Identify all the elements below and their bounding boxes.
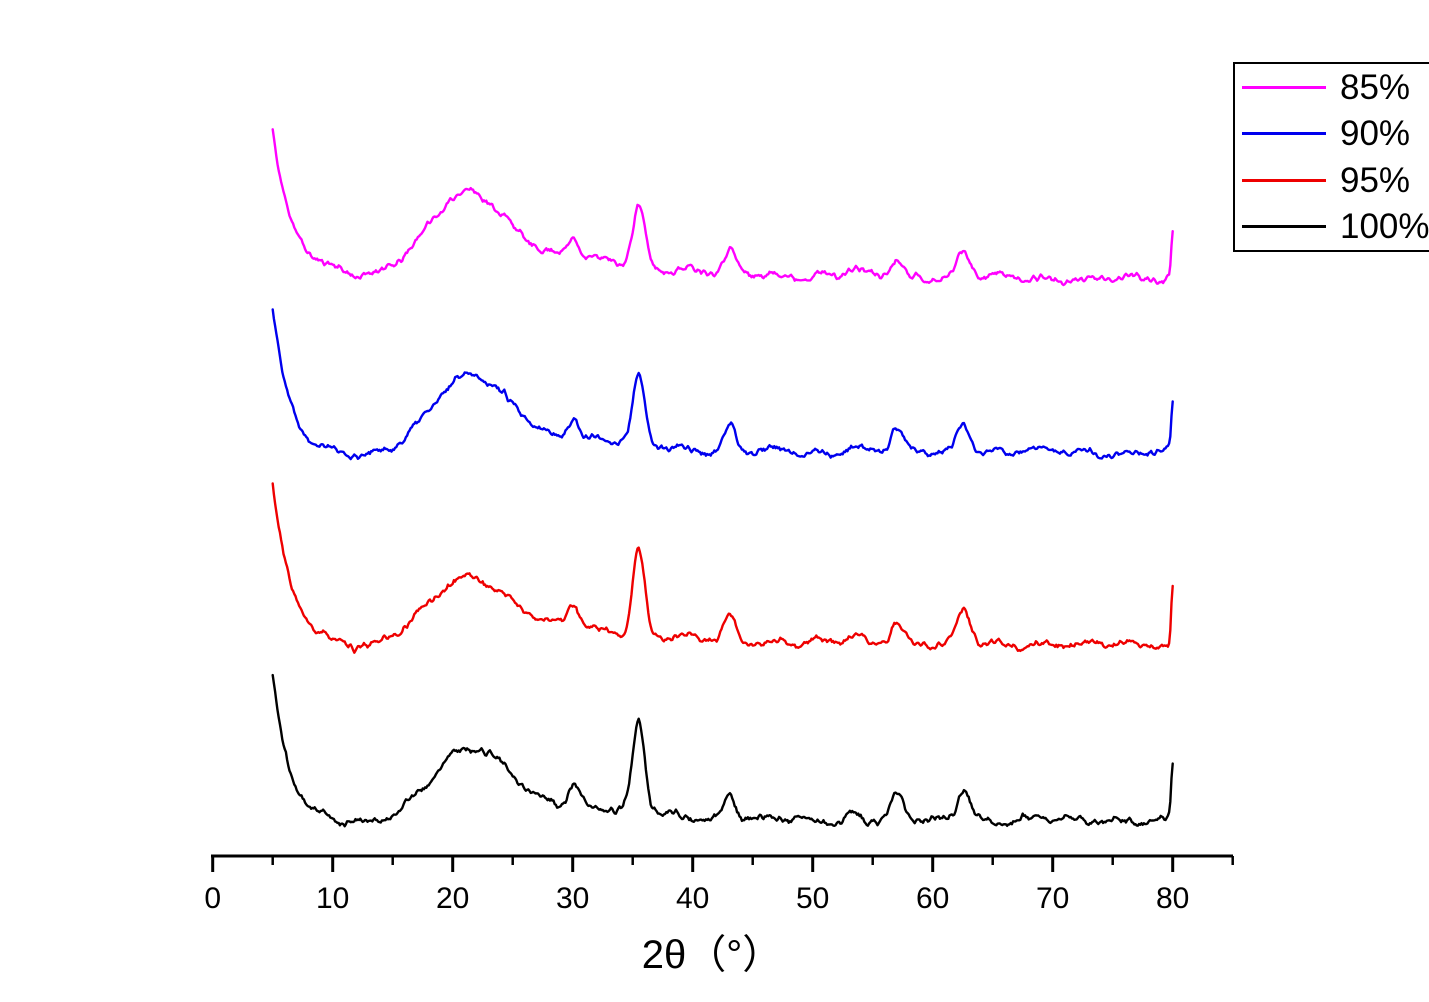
x-tick-label: 0	[204, 882, 221, 915]
x-tick-label: 70	[1036, 882, 1069, 915]
legend-entry: 90%	[1235, 111, 1429, 157]
x-axis-tick-labels: 0 10 20 30 40 50 60 70 80	[204, 882, 1189, 915]
legend-label: 85%	[1340, 67, 1411, 107]
x-tick-label: 40	[676, 882, 709, 915]
legend-entry: 100%	[1235, 204, 1429, 250]
xrd-curve-100%	[271, 673, 1174, 828]
x-axis-title: 2θ（°）	[642, 933, 783, 977]
legend-line-swatch	[1242, 85, 1326, 89]
legend-label: 90%	[1340, 114, 1411, 154]
x-tick-label: 30	[556, 882, 589, 915]
legend-label: 95%	[1340, 160, 1411, 200]
legend-entry: 85%	[1235, 64, 1429, 110]
x-tick-label: 20	[436, 882, 469, 915]
x-tick-label: 80	[1156, 882, 1189, 915]
x-tick-label: 10	[316, 882, 349, 915]
xrd-curve-85%	[271, 128, 1174, 287]
curves	[271, 128, 1174, 828]
xrd-curve-90%	[271, 308, 1174, 461]
xrd-curve-95%	[271, 482, 1174, 654]
legend-entry: 95%	[1235, 157, 1429, 203]
x-tick-label: 60	[916, 882, 949, 915]
legend: 85% 90% 95% 100%	[1233, 62, 1429, 252]
x-axis	[211, 854, 1234, 872]
legend-line-swatch	[1242, 132, 1326, 136]
legend-line-swatch	[1242, 178, 1326, 182]
legend-line-swatch	[1242, 225, 1326, 229]
x-tick-label: 50	[796, 882, 829, 915]
legend-label: 100%	[1340, 207, 1429, 247]
